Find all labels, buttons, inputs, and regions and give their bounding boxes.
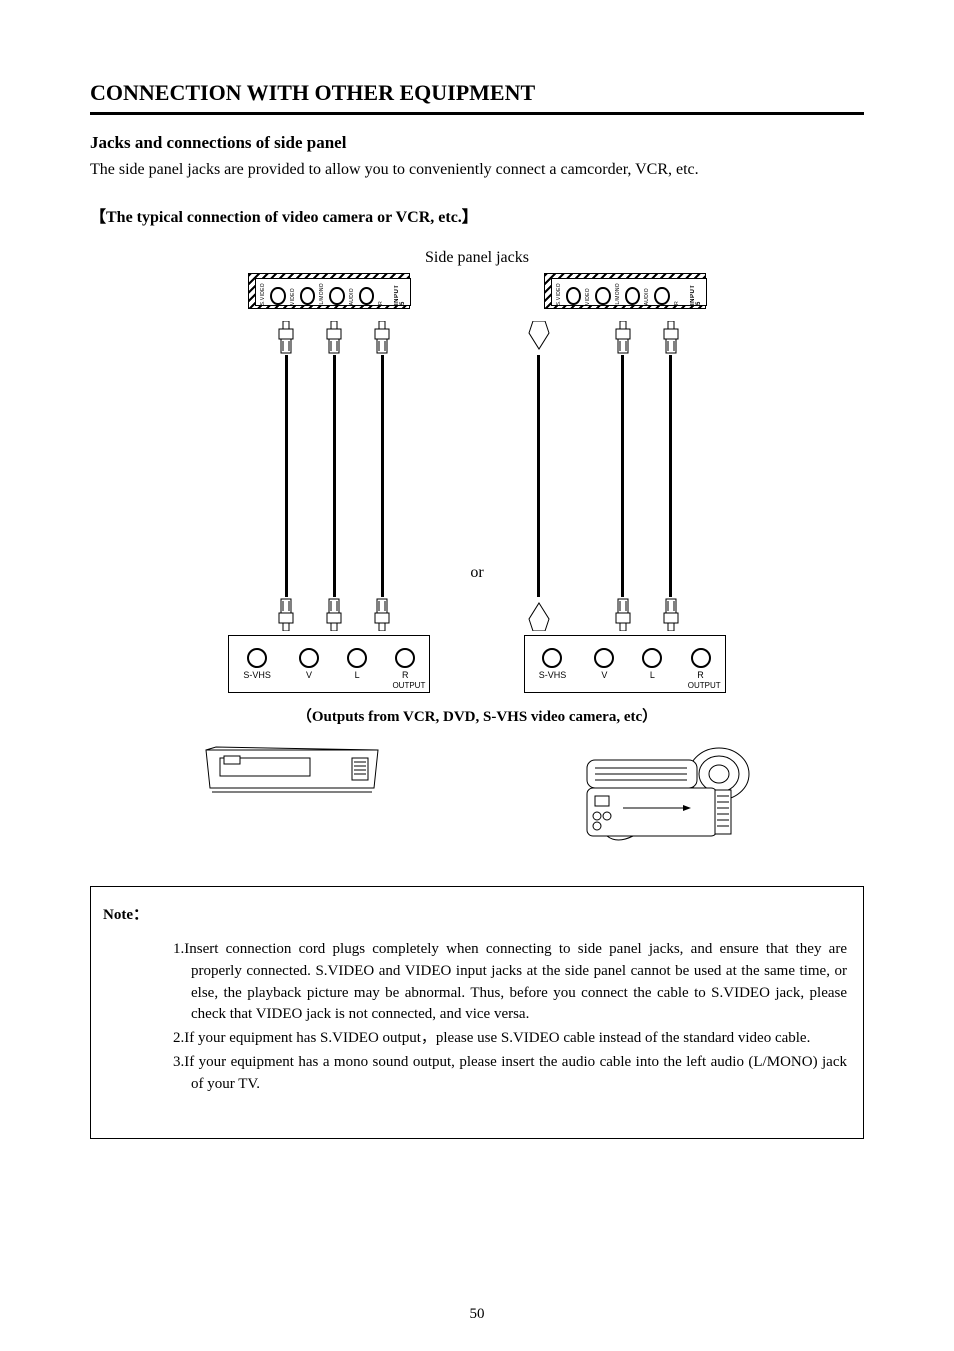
output-label-r: R bbox=[697, 670, 704, 680]
video-jack-icon bbox=[595, 287, 611, 305]
outputs-caption: （Outputs from VCR, DVD, S-VHS video came… bbox=[90, 705, 864, 726]
jack-group-label: INPUT 5 bbox=[394, 279, 406, 305]
svhs-output-jack-icon bbox=[542, 648, 562, 668]
source-output-panel-left: S-VHS V L R OUTPUT bbox=[228, 635, 430, 693]
output-label-output: OUTPUT bbox=[688, 681, 721, 690]
jack-label-lmono: L/MONO bbox=[319, 283, 325, 305]
or-label: or bbox=[470, 564, 483, 582]
right-connection-panel: S.VIDEO VIDEO L/MONO AUDIO R INPUT 5 bbox=[524, 273, 726, 693]
rca-plug-icon bbox=[612, 597, 634, 631]
rca-plug-icon bbox=[371, 321, 393, 355]
audio-r-jack-icon bbox=[654, 287, 670, 305]
output-label-output: OUTPUT bbox=[392, 681, 425, 690]
rca-plug-icon bbox=[371, 597, 393, 631]
page: CONNECTION WITH OTHER EQUIPMENT Jacks an… bbox=[0, 0, 954, 1351]
svideo-cable bbox=[529, 321, 549, 631]
output-label-r: R bbox=[402, 670, 409, 680]
rca-plug-icon bbox=[323, 321, 345, 355]
source-output-panel-right: S-VHS V L R OUTPUT bbox=[524, 635, 726, 693]
side-input-panel-right: S.VIDEO VIDEO L/MONO AUDIO R INPUT 5 bbox=[544, 273, 706, 309]
title-rule bbox=[90, 112, 864, 115]
rca-plug-icon bbox=[275, 597, 297, 631]
audio-r-jack-icon bbox=[359, 287, 375, 305]
intro-text: The side panel jacks are provided to all… bbox=[90, 161, 864, 179]
note-item-text: If your equipment has a mono sound outpu… bbox=[184, 1054, 847, 1092]
rca-cable-video bbox=[276, 321, 296, 631]
video-jack-icon bbox=[300, 287, 316, 305]
video-output-jack-icon bbox=[299, 648, 319, 668]
rca-plug-icon bbox=[660, 321, 682, 355]
note-title: Note： bbox=[103, 903, 847, 924]
video-output-jack-icon bbox=[594, 648, 614, 668]
output-label-l: L bbox=[355, 670, 360, 680]
audio-r-output-jack-icon bbox=[691, 648, 711, 668]
note-item-text: Insert connection cord plugs completely … bbox=[184, 941, 847, 1022]
rca-plug-icon bbox=[660, 597, 682, 631]
jack-label-svideo: S.VIDEO bbox=[260, 283, 266, 305]
jack-label-lmono: L/MONO bbox=[615, 283, 621, 305]
svideo-plug-icon bbox=[527, 597, 551, 631]
jack-label-video: VIDEO bbox=[585, 288, 591, 305]
output-label-l: L bbox=[650, 670, 655, 680]
left-connection-panel: S.VIDEO VIDEO L/MONO AUDIO R INPUT 5 bbox=[228, 273, 430, 693]
rca-cable-audio-l bbox=[613, 321, 633, 631]
output-label-svhs: S-VHS bbox=[539, 670, 567, 680]
svhs-output-jack-icon bbox=[247, 648, 267, 668]
jack-label-audio: AUDIO bbox=[644, 288, 650, 305]
rca-cable-audio-r bbox=[372, 321, 392, 631]
audio-l-jack-icon bbox=[329, 287, 345, 305]
note-list: 1.Insert connection cord plugs completel… bbox=[133, 939, 847, 1095]
note-box: Note： 1.Insert connection cord plugs com… bbox=[90, 886, 864, 1139]
cable-area-left bbox=[276, 321, 392, 631]
page-title: CONNECTION WITH OTHER EQUIPMENT bbox=[90, 80, 864, 106]
rca-cable-audio-l bbox=[324, 321, 344, 631]
side-panel-jacks-label: Side panel jacks bbox=[90, 249, 864, 267]
svideo-plug-icon bbox=[527, 321, 551, 355]
audio-l-output-jack-icon bbox=[642, 648, 662, 668]
output-label-svhs: S-VHS bbox=[243, 670, 271, 680]
rca-plug-icon bbox=[275, 321, 297, 355]
source-devices-row bbox=[90, 740, 864, 850]
jack-label-audio: AUDIO bbox=[349, 288, 355, 305]
jack-label-r: R bbox=[378, 301, 384, 305]
page-number: 50 bbox=[0, 1306, 954, 1323]
jack-group-label: INPUT 5 bbox=[690, 279, 702, 305]
jack-label-svideo: S.VIDEO bbox=[556, 283, 562, 305]
note-item-text: If your equipment has S.VIDEO output，ple… bbox=[184, 1030, 810, 1046]
output-label-v: V bbox=[306, 670, 312, 680]
section-bracket-heading: 【The typical connection of video camera … bbox=[90, 203, 864, 227]
camcorder-device-icon bbox=[567, 740, 757, 850]
audio-r-output-jack-icon bbox=[395, 648, 415, 668]
output-label-v: V bbox=[601, 670, 607, 680]
note-item: 3.If your equipment has a mono sound out… bbox=[173, 1052, 847, 1096]
jack-label-video: VIDEO bbox=[290, 288, 296, 305]
rca-plug-icon bbox=[612, 321, 634, 355]
note-item: 2.If your equipment has S.VIDEO output，p… bbox=[173, 1028, 847, 1050]
side-input-panel-left: S.VIDEO VIDEO L/MONO AUDIO R INPUT 5 bbox=[248, 273, 410, 309]
jack-label-r: R bbox=[674, 301, 680, 305]
connection-diagram: S.VIDEO VIDEO L/MONO AUDIO R INPUT 5 bbox=[90, 273, 864, 693]
cable-area-right bbox=[569, 321, 681, 631]
audio-l-jack-icon bbox=[625, 287, 641, 305]
note-item: 1.Insert connection cord plugs completel… bbox=[173, 939, 847, 1026]
subtitle: Jacks and connections of side panel bbox=[90, 133, 864, 153]
audio-l-output-jack-icon bbox=[347, 648, 367, 668]
svideo-jack-icon bbox=[566, 287, 582, 305]
rca-cable-audio-r bbox=[661, 321, 681, 631]
rca-plug-icon bbox=[323, 597, 345, 631]
svideo-jack-icon bbox=[270, 287, 286, 305]
vcr-device-icon bbox=[197, 740, 387, 800]
